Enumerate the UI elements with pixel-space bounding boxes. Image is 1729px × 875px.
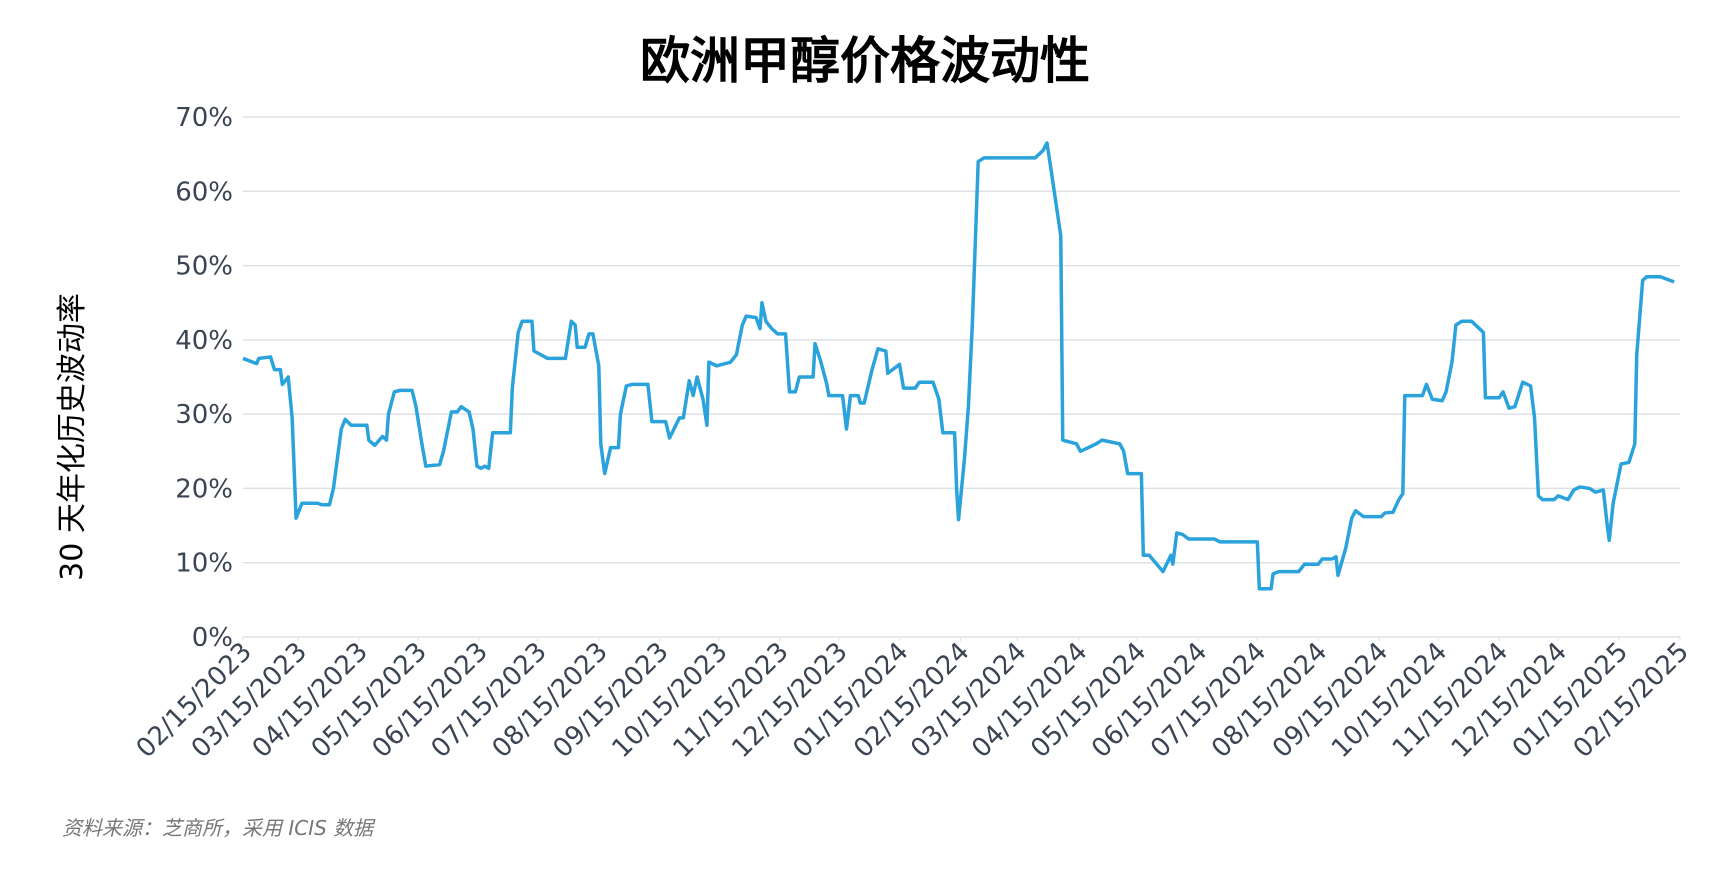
y-tick-label: 70%: [175, 103, 233, 133]
y-tick-label: 40%: [175, 326, 233, 356]
data-line: [242, 141, 1675, 591]
y-tick-label: 50%: [175, 252, 233, 282]
y-tick-label: 10%: [175, 549, 233, 579]
y-tick-label: 20%: [175, 474, 233, 504]
chart-title: 欧洲甲醇价格波动性: [640, 31, 1090, 90]
y-tick-label: 30%: [175, 400, 233, 430]
y-tick-label: 60%: [175, 177, 233, 207]
y-axis-label: 30 天年化历史波动率: [55, 293, 90, 581]
y-tick-label: 0%: [192, 623, 233, 653]
source-note: 资料来源：芝商所，采用 ICIS 数据: [62, 816, 376, 840]
